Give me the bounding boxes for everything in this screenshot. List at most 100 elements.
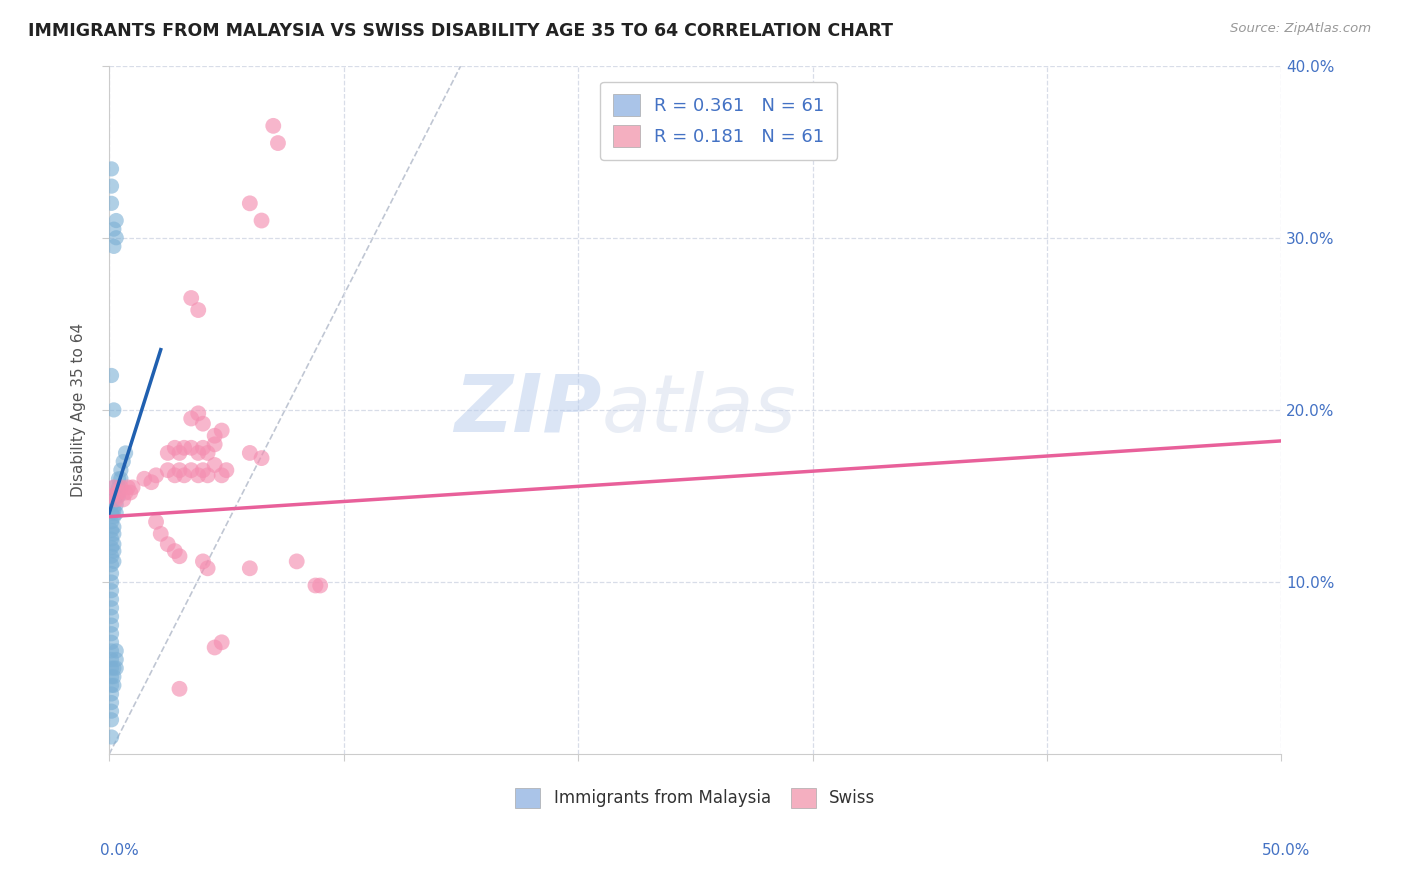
Point bbox=[110, 480, 132, 494]
Point bbox=[107, 485, 129, 500]
Point bbox=[100, 368, 122, 383]
Legend: Immigrants from Malaysia, Swiss: Immigrants from Malaysia, Swiss bbox=[509, 781, 882, 814]
Point bbox=[169, 446, 191, 460]
Point bbox=[100, 704, 122, 718]
Point bbox=[103, 670, 125, 684]
Point bbox=[100, 626, 122, 640]
Point bbox=[100, 566, 122, 581]
Point bbox=[239, 561, 262, 575]
Point bbox=[187, 406, 209, 420]
Point bbox=[267, 136, 290, 150]
Point bbox=[100, 661, 122, 675]
Point bbox=[191, 554, 214, 568]
Point bbox=[107, 489, 129, 503]
Point bbox=[117, 480, 139, 494]
Point bbox=[211, 424, 233, 438]
Y-axis label: Disability Age 35 to 64: Disability Age 35 to 64 bbox=[72, 323, 86, 497]
Point bbox=[100, 592, 122, 607]
Point bbox=[239, 446, 262, 460]
Point bbox=[100, 583, 122, 598]
Point bbox=[103, 492, 125, 507]
Point bbox=[134, 472, 156, 486]
Point bbox=[145, 515, 167, 529]
Point bbox=[204, 428, 226, 442]
Point bbox=[103, 526, 125, 541]
Point bbox=[112, 492, 135, 507]
Point bbox=[100, 549, 122, 564]
Point bbox=[100, 618, 122, 632]
Point bbox=[120, 485, 142, 500]
Point bbox=[304, 578, 326, 592]
Point bbox=[187, 468, 209, 483]
Point bbox=[100, 635, 122, 649]
Point bbox=[141, 475, 163, 490]
Text: Source: ZipAtlas.com: Source: ZipAtlas.com bbox=[1230, 22, 1371, 36]
Point bbox=[100, 498, 122, 512]
Point bbox=[163, 544, 186, 558]
Point bbox=[105, 213, 128, 227]
Point bbox=[107, 480, 129, 494]
Point bbox=[100, 730, 122, 744]
Point bbox=[103, 403, 125, 417]
Point bbox=[169, 681, 191, 696]
Point bbox=[187, 446, 209, 460]
Point bbox=[211, 468, 233, 483]
Point bbox=[163, 441, 186, 455]
Point bbox=[156, 463, 179, 477]
Point bbox=[204, 437, 226, 451]
Point bbox=[103, 502, 125, 516]
Point bbox=[103, 661, 125, 675]
Point bbox=[100, 670, 122, 684]
Point bbox=[191, 417, 214, 431]
Point bbox=[169, 549, 191, 564]
Point bbox=[285, 554, 308, 568]
Point bbox=[107, 472, 129, 486]
Point bbox=[103, 520, 125, 534]
Point bbox=[103, 239, 125, 253]
Text: 0.0%: 0.0% bbox=[100, 843, 139, 858]
Point bbox=[100, 678, 122, 692]
Point bbox=[100, 652, 122, 666]
Point bbox=[180, 463, 202, 477]
Point bbox=[100, 489, 122, 503]
Point bbox=[100, 161, 122, 176]
Point bbox=[105, 489, 128, 503]
Point bbox=[100, 713, 122, 727]
Text: atlas: atlas bbox=[602, 371, 796, 449]
Point bbox=[100, 524, 122, 538]
Point bbox=[100, 558, 122, 572]
Point bbox=[121, 480, 143, 494]
Point bbox=[187, 303, 209, 318]
Point bbox=[145, 468, 167, 483]
Point bbox=[250, 213, 273, 227]
Point bbox=[105, 644, 128, 658]
Text: 50.0%: 50.0% bbox=[1263, 843, 1310, 858]
Text: ZIP: ZIP bbox=[454, 371, 602, 449]
Point bbox=[173, 468, 195, 483]
Point bbox=[100, 179, 122, 194]
Point bbox=[197, 561, 219, 575]
Point bbox=[110, 472, 132, 486]
Point bbox=[100, 644, 122, 658]
Point bbox=[204, 640, 226, 655]
Point bbox=[100, 600, 122, 615]
Point bbox=[105, 506, 128, 520]
Point bbox=[114, 485, 136, 500]
Point bbox=[103, 480, 125, 494]
Point bbox=[100, 696, 122, 710]
Point bbox=[105, 492, 128, 507]
Point bbox=[100, 541, 122, 555]
Point bbox=[105, 652, 128, 666]
Point bbox=[156, 537, 179, 551]
Point bbox=[197, 446, 219, 460]
Point bbox=[100, 532, 122, 546]
Point bbox=[180, 411, 202, 425]
Point bbox=[204, 458, 226, 472]
Point bbox=[163, 468, 186, 483]
Point bbox=[100, 506, 122, 520]
Point bbox=[191, 463, 214, 477]
Point bbox=[197, 468, 219, 483]
Point bbox=[100, 575, 122, 590]
Point bbox=[103, 537, 125, 551]
Point bbox=[100, 609, 122, 624]
